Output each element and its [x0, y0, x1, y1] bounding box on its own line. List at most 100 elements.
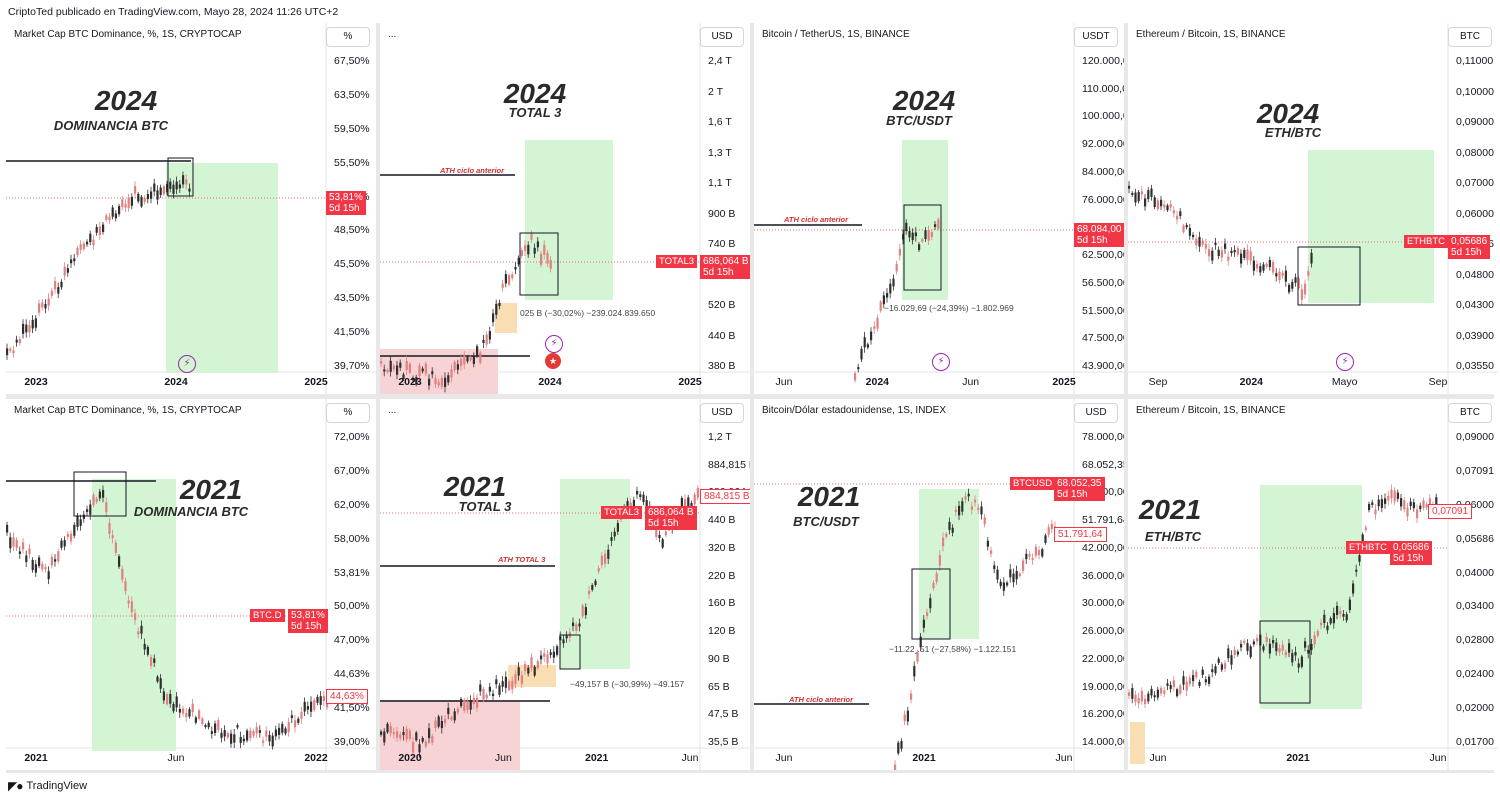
currency-unit-button[interactable]: USD [700, 27, 744, 47]
candle [1131, 687, 1134, 699]
green-projection-zone [902, 140, 948, 300]
lightning-icon[interactable]: ⚡ [178, 355, 196, 373]
symbol-title[interactable]: Market Cap BTC Dominance, %, 1S, CRYPTOC… [14, 29, 242, 40]
lightning-icon[interactable]: ⚡ [1336, 353, 1354, 371]
candle [895, 263, 898, 272]
chart-panel[interactable]: Market Cap BTC Dominance, %, 1S, CRYPTOC… [6, 23, 376, 394]
symbol-title[interactable]: Market Cap BTC Dominance, %, 1S, CRYPTOC… [14, 405, 242, 416]
us-flag-icon[interactable]: ★ [545, 353, 561, 369]
chart-canvas[interactable] [1128, 23, 1498, 394]
candle [95, 226, 98, 233]
currency-unit-button[interactable]: BTC [1448, 27, 1492, 47]
candle [549, 260, 552, 269]
candle [1355, 569, 1358, 572]
candle [469, 357, 472, 361]
candle [1262, 646, 1265, 651]
symbol-title[interactable]: Bitcoin / TetherUS, 1S, BINANCE [762, 29, 910, 40]
lightning-icon[interactable]: ⚡ [545, 335, 563, 353]
symbol-title[interactable]: ... [388, 29, 397, 40]
candle [876, 317, 879, 329]
chart-grid: Market Cap BTC Dominance, %, 1S, CRYPTOC… [6, 23, 1498, 773]
chart-canvas[interactable] [380, 23, 750, 394]
chart-canvas[interactable] [6, 23, 376, 394]
chart-panel[interactable]: Ethereum / Bitcoin, 1S, BINANCE BTC 2021 ET… [1128, 399, 1498, 770]
currency-unit-button[interactable]: BTC [1448, 403, 1492, 423]
price-axis-label: 900 B [708, 207, 736, 220]
currency-unit-button[interactable]: % [326, 27, 370, 47]
price-axis-label: 0,05686 [1456, 532, 1494, 545]
chart-panel[interactable]: Bitcoin / TetherUS, 1S, BINANCE USDT 2024 B… [754, 23, 1124, 394]
time-axis-label: Jun [1055, 752, 1073, 764]
price-axis-label: 36.000,00 [1082, 569, 1124, 582]
price-axis-label: 884,815 B [708, 458, 750, 471]
measure-label: −16.029,69 (−24,39%) −1.802.969 [884, 303, 1014, 313]
candle [1006, 582, 1009, 586]
candle [1272, 261, 1275, 273]
candle [89, 233, 92, 243]
symbol-title[interactable]: Bitcoin/Dólar estadounidense, 1S, INDEX [762, 405, 946, 416]
candle [306, 706, 309, 710]
candle [898, 248, 901, 256]
highlight-box [559, 634, 581, 670]
ath-annotation: ATH TOTAL 3 [498, 555, 546, 564]
candle [127, 197, 130, 209]
chart-canvas[interactable] [1128, 399, 1498, 770]
candle [22, 323, 25, 334]
symbol-tag: BTC.D [250, 609, 285, 622]
candle [1044, 535, 1047, 543]
candle [102, 489, 105, 498]
candle [319, 696, 322, 705]
candle [1275, 273, 1278, 277]
candle [687, 497, 690, 507]
candle [255, 727, 258, 734]
symbol-title[interactable]: Ethereum / Bitcoin, 1S, BINANCE [1136, 29, 1286, 40]
candle [412, 377, 415, 381]
price-axis-label: 41,50% [334, 702, 370, 715]
chart-panel[interactable]: Market Cap BTC Dominance, %, 1S, CRYPTOC… [6, 399, 376, 770]
candle [1307, 271, 1310, 276]
candle [389, 360, 392, 372]
candle [89, 504, 92, 515]
candle [495, 304, 498, 315]
chart-panel[interactable]: Ethereum / Bitcoin, 1S, BINANCE BTC 2024 ET… [1128, 23, 1498, 394]
candle [514, 266, 517, 270]
currency-unit-button[interactable]: USD [700, 403, 744, 423]
candle [1416, 509, 1419, 519]
currency-unit-button[interactable]: USD [1074, 403, 1118, 423]
candle [870, 331, 873, 341]
chart-panel[interactable]: Bitcoin/Dólar estadounidense, 1S, INDEX U… [754, 399, 1124, 770]
candle [658, 534, 661, 539]
chart-canvas[interactable] [380, 399, 750, 770]
price-axis-label: 520 B [708, 299, 736, 311]
candle [1140, 191, 1143, 195]
price-axis-label: 45,50% [334, 258, 370, 271]
price-axis-label: 22.000,00 [1082, 652, 1124, 665]
chart-canvas[interactable] [754, 23, 1124, 394]
time-axis-label: Jun [167, 752, 185, 764]
candle [137, 631, 140, 635]
symbol-title[interactable]: ... [388, 405, 397, 416]
chart-canvas[interactable] [6, 399, 376, 770]
candle [1144, 198, 1147, 207]
chart-subtitle: DOMINANCIA BTC [133, 504, 249, 519]
currency-unit-button[interactable]: % [326, 403, 370, 423]
candle [1259, 266, 1262, 273]
candle [520, 250, 523, 256]
candle [1172, 210, 1175, 214]
price-axis-label: 19.000,00 [1082, 680, 1124, 693]
candle [540, 253, 543, 265]
candle [1012, 573, 1015, 583]
symbol-title[interactable]: Ethereum / Bitcoin, 1S, BINANCE [1136, 405, 1286, 416]
candle [1281, 644, 1284, 651]
currency-unit-button[interactable]: USDT [1074, 27, 1118, 47]
lightning-icon[interactable]: ⚡ [932, 353, 950, 371]
candle [146, 646, 149, 655]
candle [1336, 605, 1339, 615]
price-axis-label: 42.000,00 [1082, 541, 1124, 554]
candle [1224, 663, 1227, 669]
candle [50, 290, 53, 296]
chart-canvas[interactable] [754, 399, 1124, 770]
candle [543, 653, 546, 657]
